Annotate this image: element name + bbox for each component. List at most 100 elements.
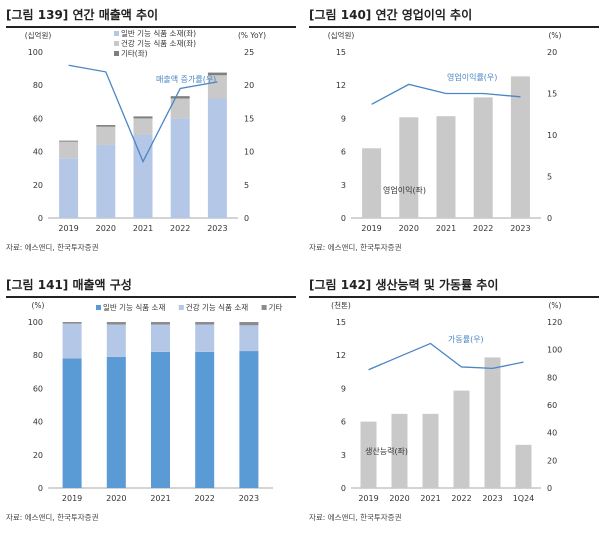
operating-profit-chart: 0 3 6 9 12 15 0 5 10 15 20 (십억원) (%) 2019 2020 2021 2022… (328, 31, 562, 233)
legend-swatch (96, 305, 101, 310)
legend-label: 일반 기능 식품 소재 (103, 303, 165, 312)
bar (453, 390, 470, 488)
revenue-mix-chart: 0 20 40 60 80 100 (%) 2019 2020 2021 2022 2023 일반 기능… (28, 301, 283, 503)
y-axis-unit: (%) (32, 301, 45, 310)
bar (399, 117, 419, 218)
series-line (371, 83, 521, 105)
y2-tick-label: 120 (547, 318, 562, 327)
y2-tick-label: 0 (244, 214, 249, 223)
bar-segment (62, 323, 82, 359)
bar-segment (151, 351, 170, 488)
bar-segment (106, 324, 126, 357)
x-tick-label: 2021 (436, 224, 456, 233)
y-tick-label: 100 (28, 48, 43, 57)
chart-panel-capacity: [그림 142] 생산능력 및 가동률 추이 0 3 6 9 12 15 0 20 40 60 80… (309, 276, 599, 534)
y-axis-unit: (십억원) (25, 31, 52, 40)
y2-axis-unit: (% YoY) (238, 31, 266, 40)
chart-source: 자료: 에스앤디, 한국투자증권 (309, 243, 402, 252)
bar (515, 444, 532, 488)
chart-source: 자료: 에스앤디, 한국투자증권 (309, 513, 402, 522)
x-tick-label: 2019 (358, 494, 378, 503)
x-tick-label: 2019 (62, 494, 82, 503)
y2-tick-label: 15 (244, 114, 254, 123)
chart-source: 자료: 에스앤디, 한국투자증권 (6, 513, 99, 522)
x-tick-label: 2023 (207, 224, 227, 233)
x-tick-label: 1Q24 (513, 494, 535, 503)
bar-segment (195, 351, 215, 488)
bar-segment (195, 322, 215, 325)
chart-panel-operating-profit: [그림 140] 연간 영업이익 추이 0 3 6 9 12 15 0 5 10 15 20 (십억원… (309, 6, 599, 264)
x-tick-label: 2023 (482, 494, 502, 503)
legend-label: 건강 기능 식품 소재 (186, 302, 248, 312)
bar-segment (62, 322, 82, 324)
bar-series-label: 영업이익(좌) (383, 185, 426, 195)
y-tick-label: 9 (341, 114, 346, 123)
x-tick-label: 2022 (451, 494, 471, 503)
y-tick-label: 12 (336, 81, 346, 90)
legend-label: 기타(좌) (121, 49, 148, 58)
series-line (368, 342, 524, 371)
bar-segment (59, 141, 79, 159)
x-tick-label: 2020 (389, 494, 409, 503)
legend-swatch (261, 305, 267, 310)
x-tick-label: 2022 (473, 224, 493, 233)
bar (473, 97, 493, 218)
chart-title: [그림 142] 생산능력 및 가동률 추이 (309, 276, 599, 298)
chart-panel-revenue-mix: [그림 141] 매출액 구성 0 20 40 60 80 100 (%) 2019 2020 2… (6, 276, 296, 534)
bar-segment (59, 158, 79, 218)
x-tick-label: 2020 (399, 224, 419, 233)
y-tick-label: 3 (341, 451, 346, 460)
x-tick-label: 2021 (420, 494, 440, 503)
chart-title: [그림 139] 연간 매출액 추이 (6, 6, 296, 28)
bar-segment (59, 140, 79, 142)
x-tick-label: 2020 (96, 224, 116, 233)
x-tick-label: 2021 (150, 494, 170, 503)
x-tick-label: 2023 (510, 224, 530, 233)
bar-segment (96, 126, 116, 145)
x-tick-label: 2020 (106, 494, 126, 503)
bar-segment (96, 144, 116, 218)
bar (484, 357, 501, 488)
legend-swatch (114, 51, 119, 56)
bar-segment (170, 96, 190, 99)
y-tick-label: 80 (33, 351, 43, 360)
y2-tick-label: 25 (244, 48, 254, 57)
y2-tick-label: 10 (244, 148, 254, 157)
legend-swatch (114, 41, 119, 46)
chart-title: [그림 141] 매출액 구성 (6, 276, 296, 298)
series-line (68, 64, 218, 164)
bar (391, 413, 408, 488)
bar (422, 413, 439, 488)
y-tick-label: 9 (341, 384, 346, 393)
line-series-label: 가동률(우) (448, 335, 484, 344)
line-series-label: 영업이익률(우) (447, 72, 497, 82)
y2-tick-label: 40 (547, 429, 557, 438)
bar-segment (170, 118, 190, 218)
y-tick-label: 0 (341, 214, 346, 223)
bar (362, 148, 382, 218)
bar-segment (170, 98, 190, 119)
bar (510, 76, 530, 218)
bar-segment (239, 322, 259, 326)
bar-segment (195, 324, 215, 352)
x-tick-label: 2021 (133, 224, 153, 233)
bar-segment (207, 98, 227, 218)
chart-title: [그림 140] 연간 영업이익 추이 (309, 6, 599, 28)
bar (360, 421, 377, 488)
y-tick-label: 40 (33, 418, 43, 427)
y2-axis-unit: (%) (549, 31, 562, 40)
x-tick-label: 2019 (361, 224, 381, 233)
y-tick-label: 80 (33, 81, 43, 90)
x-tick-label: 2019 (58, 224, 78, 233)
y2-tick-label: 10 (547, 131, 557, 140)
y2-tick-label: 5 (244, 181, 249, 190)
bar-segment (151, 324, 170, 352)
legend-swatch (114, 31, 119, 36)
bar-segment (207, 72, 227, 76)
bar-segment (133, 116, 153, 119)
y2-tick-label: 100 (547, 346, 562, 355)
legend-label: 건강 기능 식품 소재(좌) (121, 38, 196, 48)
y2-tick-label: 5 (547, 173, 552, 182)
y-tick-label: 20 (33, 181, 43, 190)
bar-segment (106, 356, 126, 488)
